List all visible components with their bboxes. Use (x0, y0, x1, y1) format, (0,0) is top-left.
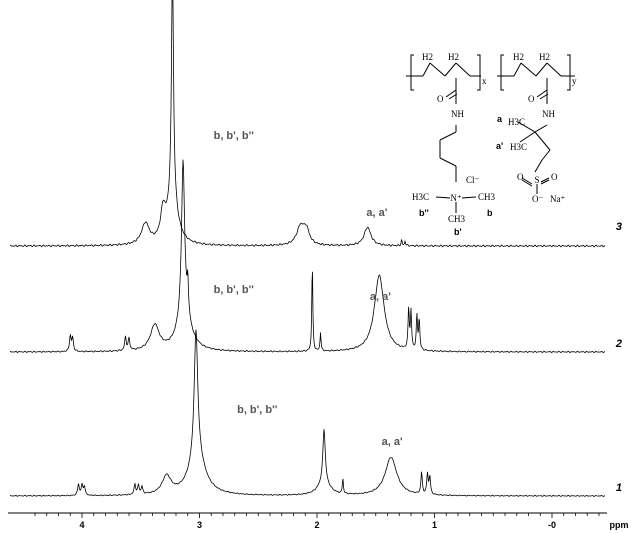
spectrum-trace-1: 1 (9, 329, 622, 497)
spectra-traces: 1 2 3 (9, 0, 622, 497)
structure-sulfonyl-o: O (517, 172, 524, 182)
x-tick-label: 1 (432, 520, 437, 530)
structure-label-b-double-prime: b'' (419, 208, 429, 218)
peak-assignment-label: a, a' (366, 207, 387, 219)
x-tick-label: 3 (197, 520, 202, 530)
ppm-axis: 4 3 2 1 -0 ppm (8, 512, 629, 530)
spectrum-trace-3: 3 (9, 0, 622, 248)
structure-carbonyl-o: O (528, 94, 535, 104)
structure-subscript-x: x (482, 76, 487, 86)
structure-sulfur: S (534, 175, 539, 185)
x-tick-label: 4 (79, 520, 84, 530)
trace-number-label: 1 (616, 482, 622, 494)
structure-methyl: CH3 (448, 214, 466, 224)
polymer-structure (406, 54, 575, 213)
structure-sodium: Na⁺ (550, 194, 565, 204)
structure-carbonyl-o: O (437, 94, 444, 104)
structure-label-b: b (487, 208, 493, 218)
structure-chloride: Cl⁻ (466, 175, 480, 185)
structure-label-a: a (497, 114, 503, 124)
x-tick-label: -0 (548, 520, 556, 530)
structure-ch2-label: H2 (448, 52, 459, 62)
trace-number-label: 3 (616, 221, 622, 233)
peak-assignment-label: a, a' (382, 436, 403, 448)
structure-methyl: CH3 (478, 192, 496, 202)
structure-methyl: H3C (508, 117, 525, 127)
spectrum-line (9, 329, 606, 497)
structure-label-b-prime: b' (454, 227, 462, 237)
structure-ch2-label: H2 (513, 52, 524, 62)
peak-assignment-label: b, b', b'' (214, 284, 255, 296)
structure-ammonium-n: N⁺ (450, 193, 461, 203)
peak-assignment-label: b, b', b'' (237, 404, 278, 416)
structure-label-a-prime: a' (496, 141, 503, 151)
peak-annotations: b, b', b'' a, a' b, b', b'' a, a' b, b', b''… (214, 130, 403, 448)
peak-assignment-label: a, a' (370, 291, 391, 303)
structure-methyl: H3C (510, 142, 527, 152)
structure-ch2-label: H2 (539, 52, 550, 62)
structure-subscript-y: y (572, 76, 577, 86)
spectrum-line (9, 0, 606, 248)
peak-assignment-label: b, b', b'' (214, 130, 255, 142)
x-tick-label: 2 (314, 520, 319, 530)
structure-amide-nh: NH (451, 109, 464, 119)
trace-number-label: 2 (615, 338, 622, 350)
spectrum-line (9, 159, 606, 354)
x-axis-unit-label: ppm (610, 520, 629, 530)
structure-methyl: H3C (412, 192, 429, 202)
spectrum-trace-2: 2 (9, 159, 622, 354)
structure-amide-nh: NH (542, 109, 555, 119)
structure-sulfonyl-o: O (551, 172, 558, 182)
structure-sulfonate-o: O⁻ (532, 194, 543, 204)
structure-ch2-label: H2 (422, 52, 433, 62)
